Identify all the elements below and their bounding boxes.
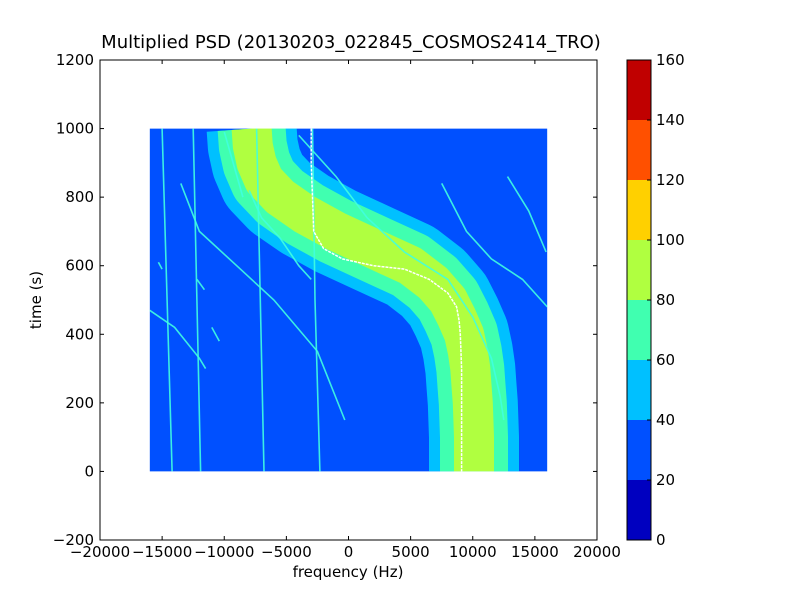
colorbar-tick-label: 60 bbox=[656, 351, 675, 369]
x-tick-label: 20000 bbox=[573, 543, 621, 561]
colorbar-tick-label: 0 bbox=[656, 531, 666, 549]
colorbar-segment bbox=[627, 120, 651, 180]
y-axis: −200 0 200 400 600 800 1000 1200 bbox=[53, 51, 597, 549]
spectral-line-10 bbox=[223, 131, 244, 198]
y-tick-label: 0 bbox=[84, 462, 94, 480]
spectral-line-7 bbox=[298, 134, 505, 421]
y-tick-label: 200 bbox=[65, 394, 94, 412]
spectral-line-2 bbox=[255, 128, 265, 472]
colorbar: 0 20 40 60 80 100 120 140 160 bbox=[626, 51, 685, 549]
doppler-band-level-2 bbox=[231, 125, 494, 475]
colorbar-segment bbox=[627, 300, 651, 360]
plot-area bbox=[101, 61, 596, 539]
x-tick-label: −15000 bbox=[132, 543, 192, 561]
spectral-line-5 bbox=[149, 309, 207, 370]
spectral-line-0 bbox=[161, 128, 173, 472]
colorbar-segment bbox=[627, 420, 651, 480]
spectral-line-4 bbox=[180, 183, 346, 421]
spectral-line-9 bbox=[506, 176, 547, 253]
x-tick-label: 15000 bbox=[511, 543, 559, 561]
peak-frequency-track bbox=[310, 128, 463, 472]
y-tick-label: 1200 bbox=[56, 51, 94, 69]
spectral-line-3 bbox=[311, 128, 321, 472]
colorbar-tick-label: 100 bbox=[656, 231, 685, 249]
colorbar-tick-label: 40 bbox=[656, 411, 675, 429]
y-axis-label: time (s) bbox=[27, 271, 45, 329]
colorbar-tick-label: 140 bbox=[656, 111, 685, 129]
mask-left bbox=[101, 61, 150, 539]
y-tick-label: 1000 bbox=[56, 120, 94, 138]
spectral-line-11 bbox=[157, 261, 163, 270]
y-tick-label: 600 bbox=[65, 257, 94, 275]
x-axis-label: frequency (Hz) bbox=[293, 563, 404, 581]
x-axis: −20000 −15000 −10000 −5000 0 5000 10000 15000 20… bbox=[70, 60, 621, 561]
colorbar-tick-label: 120 bbox=[656, 171, 685, 189]
x-tick-label: −5000 bbox=[261, 543, 312, 561]
mask-top bbox=[101, 61, 596, 129]
x-tick-label: −20000 bbox=[70, 543, 130, 561]
spectral-line-13 bbox=[196, 278, 206, 291]
x-tick-label: 0 bbox=[344, 543, 354, 561]
colorbar-segment bbox=[627, 360, 651, 420]
x-tick-label: −10000 bbox=[194, 543, 254, 561]
colorbar-segment bbox=[627, 180, 651, 240]
colorbar-tick-label: 160 bbox=[656, 51, 685, 69]
y-tick-label: 800 bbox=[65, 188, 94, 206]
colorbar-segment bbox=[627, 240, 651, 300]
mask-bottom bbox=[101, 471, 596, 539]
y-tick-label: 400 bbox=[65, 325, 94, 343]
x-tick-label: 10000 bbox=[449, 543, 497, 561]
spectral-line-1 bbox=[192, 128, 202, 472]
colorbar-tick-label: 20 bbox=[656, 471, 675, 489]
spectral-line-8 bbox=[440, 183, 548, 308]
mask-right bbox=[547, 61, 596, 539]
x-tick-label: 5000 bbox=[392, 543, 430, 561]
colorbar-segment bbox=[627, 60, 651, 120]
spectral-line-12 bbox=[211, 327, 221, 342]
y-tick-label: −200 bbox=[53, 531, 94, 549]
colorbar-tick-label: 80 bbox=[656, 291, 675, 309]
colorbar-segment bbox=[627, 480, 651, 540]
spectral-line-6 bbox=[248, 189, 312, 280]
chart-title: Multiplied PSD (20130203_022845_COSMOS24… bbox=[101, 32, 601, 53]
